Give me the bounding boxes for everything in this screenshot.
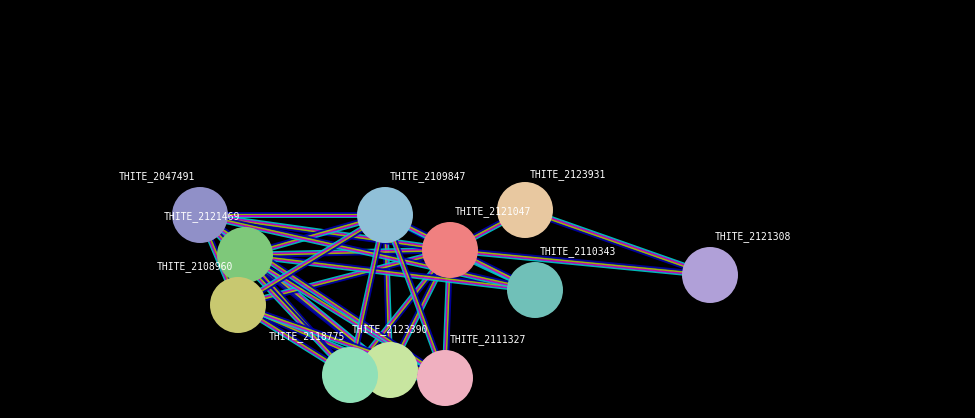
Text: THITE_2118775: THITE_2118775 (269, 331, 345, 342)
Circle shape (497, 182, 553, 238)
Circle shape (422, 222, 478, 278)
Circle shape (357, 187, 413, 243)
Circle shape (417, 350, 473, 406)
Text: THITE_2109847: THITE_2109847 (390, 171, 466, 182)
Text: THITE_2108960: THITE_2108960 (157, 261, 233, 272)
Circle shape (210, 277, 266, 333)
Circle shape (507, 262, 563, 318)
Text: THITE_2121308: THITE_2121308 (715, 231, 792, 242)
Text: THITE_2121047: THITE_2121047 (455, 206, 531, 217)
Circle shape (217, 227, 273, 283)
Text: THITE_2111327: THITE_2111327 (450, 334, 526, 345)
Text: THITE_2123931: THITE_2123931 (530, 169, 606, 180)
Circle shape (682, 247, 738, 303)
Circle shape (172, 187, 228, 243)
Text: THITE_2123390: THITE_2123390 (352, 324, 428, 335)
Text: THITE_2047491: THITE_2047491 (119, 171, 195, 182)
Circle shape (322, 347, 378, 403)
Text: THITE_2110343: THITE_2110343 (540, 246, 616, 257)
Text: THITE_2121469: THITE_2121469 (164, 211, 240, 222)
Circle shape (362, 342, 418, 398)
